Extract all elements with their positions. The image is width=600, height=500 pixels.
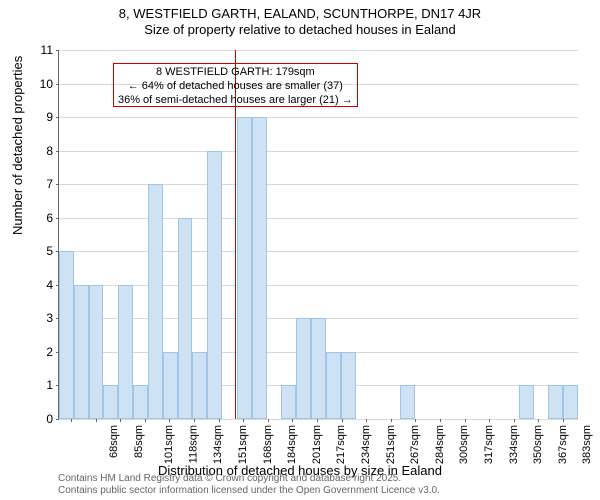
gridline [59,117,578,118]
x-tick [96,419,97,422]
histogram-bar [178,218,193,419]
y-tick-label: 6 [46,211,59,225]
x-tick [489,419,490,422]
histogram-bar [400,385,415,419]
y-tick-label: 11 [41,43,59,57]
histogram-bar [311,318,326,419]
x-tick [292,419,293,422]
y-tick-label: 5 [46,244,59,258]
x-tick [538,419,539,422]
x-tick-label: 85sqm [133,425,145,458]
x-tick [415,419,416,422]
annotation-line: 8 WESTFIELD GARTH: 179sqm [118,66,353,80]
x-tick-label: 118sqm [187,425,199,463]
y-tick-label: 3 [46,311,59,325]
x-tick [194,419,195,422]
histogram-bar [563,385,578,419]
histogram-bar [89,285,104,419]
x-tick [391,419,392,422]
annotation-line: ← 64% of detached houses are smaller (37… [118,80,353,94]
histogram-bar [519,385,534,419]
gridline [59,285,578,286]
y-axis-label: Number of detached properties [10,56,25,235]
y-tick-label: 4 [46,278,59,292]
histogram-bar [192,352,207,419]
histogram-bar [148,184,163,419]
x-tick-label: 267sqm [409,425,421,464]
title-line-1: 8, WESTFIELD GARTH, EALAND, SCUNTHORPE, … [0,6,600,22]
y-tick-label: 0 [46,412,59,426]
x-tick-label: 383sqm [581,425,593,464]
x-tick-label: 134sqm [212,425,224,464]
gridline [59,184,578,185]
gridline [59,419,578,420]
x-tick [169,419,170,422]
x-tick-label: 284sqm [434,425,446,464]
histogram-bar [326,352,341,419]
x-tick-label: 334sqm [508,425,520,464]
x-tick [268,419,269,422]
y-tick-label: 8 [46,144,59,158]
y-tick-label: 7 [46,177,59,191]
x-tick-label: 151sqm [237,425,249,464]
x-tick-label: 184sqm [286,425,298,464]
histogram-bar [341,352,356,419]
x-tick [366,419,367,422]
histogram-bar [252,117,267,419]
x-tick [440,419,441,422]
x-tick-label: 317sqm [483,425,495,464]
x-tick-label: 201sqm [311,425,323,464]
histogram-bar [163,352,178,419]
gridline [59,218,578,219]
histogram-bar [133,385,148,419]
histogram-bar [296,318,311,419]
histogram-bar [281,385,296,419]
x-tick-label: 234sqm [360,425,372,464]
y-tick-label: 1 [46,378,59,392]
annotation-box: 8 WESTFIELD GARTH: 179sqm← 64% of detach… [113,63,358,107]
histogram-bar [548,385,563,419]
x-tick-label: 168sqm [262,425,274,464]
y-tick-label: 10 [40,77,59,91]
footer-line-2: Contains public sector information licen… [58,485,440,497]
x-tick-label: 251sqm [385,425,397,464]
x-tick [120,419,121,422]
footer-line-1: Contains HM Land Registry data © Crown c… [58,473,440,485]
x-tick [342,419,343,422]
histogram-bar [118,285,133,419]
x-tick [145,419,146,422]
histogram-bar [237,117,252,419]
histogram-bar [207,151,222,419]
title-line-2: Size of property relative to detached ho… [0,22,600,38]
gridline [59,251,578,252]
chart-area: 0123456789101168sqm85sqm101sqm118sqm134s… [58,50,578,420]
x-tick [563,419,564,422]
x-tick [514,419,515,422]
x-tick [71,419,72,422]
x-tick-label: 101sqm [163,425,175,464]
y-tick-label: 9 [46,110,59,124]
x-tick-label: 300sqm [458,425,470,464]
gridline [59,151,578,152]
chart-title: 8, WESTFIELD GARTH, EALAND, SCUNTHORPE, … [0,6,600,39]
histogram-bar [74,285,89,419]
plot-region: 0123456789101168sqm85sqm101sqm118sqm134s… [58,50,578,420]
histogram-bar [103,385,118,419]
x-tick [219,419,220,422]
annotation-line: 36% of semi-detached houses are larger (… [118,94,353,108]
gridline [59,50,578,51]
x-tick-label: 367sqm [557,425,569,464]
x-tick [243,419,244,422]
x-tick-label: 68sqm [108,425,120,458]
x-tick-label: 217sqm [335,425,347,464]
histogram-bar [59,251,74,419]
footer-attribution: Contains HM Land Registry data © Crown c… [58,473,440,496]
x-tick [465,419,466,422]
x-tick [317,419,318,422]
x-tick-label: 350sqm [532,425,544,464]
y-tick-label: 2 [46,345,59,359]
